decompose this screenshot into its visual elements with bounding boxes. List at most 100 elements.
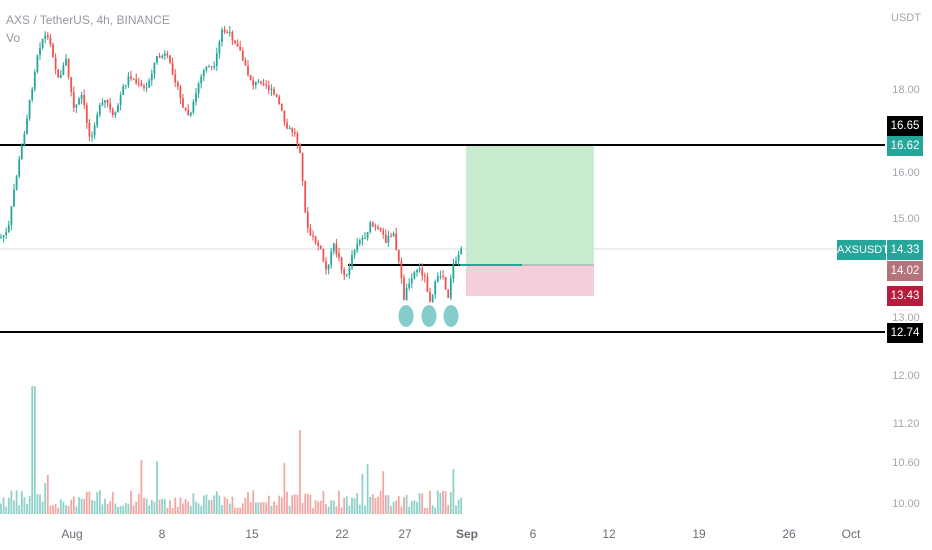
candle-body xyxy=(57,69,60,78)
volume-bar xyxy=(135,501,138,514)
volume-bar xyxy=(189,505,192,514)
volume-bar xyxy=(39,494,41,514)
candle-body xyxy=(317,242,320,246)
candle-body xyxy=(65,58,67,66)
candle-body xyxy=(119,94,122,106)
candle-body xyxy=(288,128,291,130)
loss-zone[interactable] xyxy=(466,265,594,296)
profit-zone[interactable] xyxy=(466,145,594,265)
candle-body xyxy=(156,56,158,63)
candle-body xyxy=(353,250,356,256)
stop-price-badge: 13.43 xyxy=(887,286,923,306)
volume-bar xyxy=(195,501,197,514)
volume-bar xyxy=(252,490,255,514)
volume-bar xyxy=(127,503,130,514)
candle-body xyxy=(361,237,364,241)
candle-body xyxy=(106,100,109,104)
candle-body xyxy=(364,237,366,239)
volume-indicator-label[interactable]: Vo xyxy=(6,31,21,45)
volume-bar xyxy=(184,499,187,514)
candle-body xyxy=(262,83,265,85)
volume-bar xyxy=(158,499,161,514)
candle-body xyxy=(20,145,23,160)
candle-body xyxy=(260,81,262,84)
candle-body xyxy=(226,32,229,34)
volume-bar xyxy=(338,490,340,514)
volume-bar xyxy=(106,503,109,514)
candle-body xyxy=(283,110,286,123)
volume-bar xyxy=(283,462,286,514)
candle-body xyxy=(330,251,333,265)
volume-bar xyxy=(413,500,416,514)
candle-body xyxy=(111,109,114,116)
volume-bar xyxy=(83,499,86,514)
volume-bar xyxy=(91,500,93,514)
volume-bar xyxy=(273,501,275,514)
candle-body xyxy=(104,100,106,103)
candle-body xyxy=(130,76,132,79)
candle-body xyxy=(75,104,78,108)
volume-bar xyxy=(234,507,236,514)
volume-bar xyxy=(226,498,229,514)
candle-body xyxy=(304,181,307,213)
volume-bar xyxy=(434,507,437,514)
volume-bar xyxy=(88,491,91,514)
candle-body xyxy=(293,132,296,134)
candle-body xyxy=(332,243,335,252)
volume-bar xyxy=(439,492,442,514)
volume-bar xyxy=(455,505,457,514)
volume-bar xyxy=(119,506,122,514)
candle-body xyxy=(348,267,351,275)
candle-body xyxy=(36,55,39,73)
candle-body xyxy=(439,275,442,277)
candle-body xyxy=(197,83,200,94)
price-tick: 18.00 xyxy=(892,84,920,96)
volume-bar xyxy=(239,507,242,514)
candle-body xyxy=(358,240,361,244)
candle-body xyxy=(314,236,317,243)
volume-bar xyxy=(80,498,83,514)
volume-bar xyxy=(140,460,143,514)
volume-bar xyxy=(137,493,140,514)
candle-body xyxy=(39,47,41,56)
volume-bar xyxy=(278,495,281,514)
candle-body xyxy=(153,62,156,74)
candle-body xyxy=(0,237,2,239)
volume-bar xyxy=(384,495,387,514)
volume-bar xyxy=(421,493,424,514)
ticker-badge[interactable]: AXSUSDT xyxy=(837,240,889,260)
volume-bar xyxy=(18,505,21,514)
symbol-title[interactable]: AXS / TetherUS, 4h, BINANCE xyxy=(6,13,170,27)
volume-bar xyxy=(356,493,359,514)
candle-body xyxy=(83,95,86,106)
time-tick: 6 xyxy=(530,527,537,541)
candle-body xyxy=(182,98,184,108)
volume-bar xyxy=(23,497,26,514)
volume-bar xyxy=(340,507,343,514)
candle-body xyxy=(327,264,330,270)
candle-body xyxy=(46,35,49,38)
candle-body xyxy=(5,232,8,236)
candle-body xyxy=(109,103,112,110)
candle-body xyxy=(403,277,405,300)
volume-bar xyxy=(247,492,249,514)
volume-bar xyxy=(31,386,34,514)
candle-body xyxy=(161,56,164,58)
candle-body xyxy=(114,112,117,116)
volume-bar xyxy=(317,501,320,514)
candle-body xyxy=(249,74,252,80)
volume-bar xyxy=(309,494,312,514)
volume-bar xyxy=(231,496,234,514)
volume-bar xyxy=(197,503,200,514)
volume-bar xyxy=(49,505,52,514)
candle-body xyxy=(421,268,424,276)
support-price-badge: 12.74 xyxy=(887,323,923,343)
candle-body xyxy=(124,84,127,87)
volume-bar xyxy=(270,505,273,514)
time-tick: Sep xyxy=(456,527,478,541)
candle-body xyxy=(431,294,434,302)
volume-bar xyxy=(117,506,119,514)
volume-bar xyxy=(348,505,351,514)
volume-bar xyxy=(236,507,239,514)
